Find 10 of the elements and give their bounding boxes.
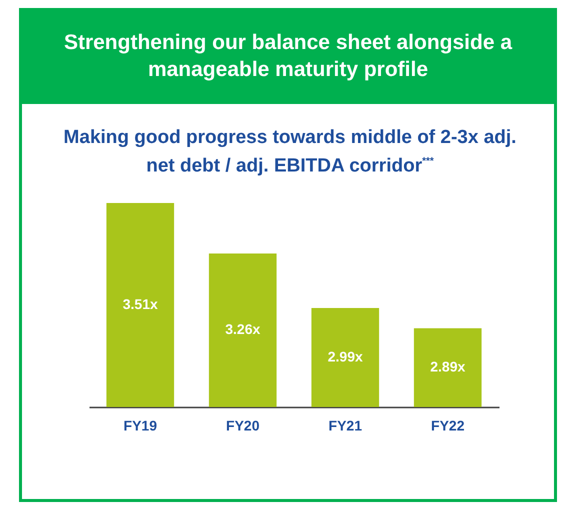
data-label: 2.99x xyxy=(328,348,363,365)
x-tick-label: FY20 xyxy=(226,418,260,434)
chart-subtitle: Making good progress towards middle of 2-3x adj. net debt / adj. EBITDA corridor$^{***}$ xyxy=(62,126,518,178)
data-label: 2.89x xyxy=(430,358,466,375)
chart-title: Strengthening our balance sheet alongside a manageable maturity profile xyxy=(19,8,557,104)
x-tick-label: FY22 xyxy=(431,418,465,434)
data-label: 3.51x xyxy=(122,296,158,312)
x-tick-label: FY21 xyxy=(328,418,362,434)
x-tick-label: FY19 xyxy=(124,418,158,434)
data-label: 3.26x xyxy=(225,321,260,338)
